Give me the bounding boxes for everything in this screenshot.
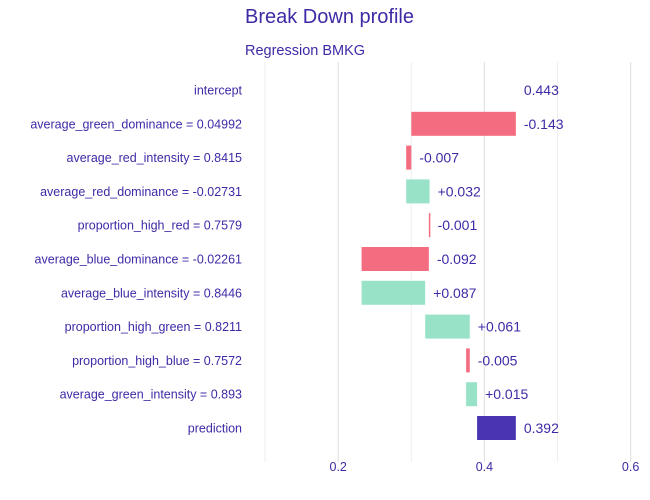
y-tick-label: intercept [194, 84, 242, 98]
bar [428, 213, 431, 238]
bar [425, 314, 470, 339]
bar [466, 382, 478, 407]
y-tick-label: proportion_high_blue = 0.7572 [72, 354, 242, 368]
y-tick-label: proportion_high_red = 0.7579 [78, 219, 242, 233]
data-label: -0.007 [419, 150, 459, 166]
data-label: +0.015 [485, 386, 528, 402]
bar [466, 348, 470, 373]
y-tick-label: proportion_high_green = 0.8211 [65, 320, 242, 334]
y-tick-label: prediction [188, 422, 242, 436]
y-tick-label: average_blue_intensity = 0.8446 [61, 286, 242, 300]
y-tick-label: average_green_intensity = 0.893 [60, 388, 242, 402]
x-tick-label: 0.2 [330, 460, 347, 474]
bar [477, 416, 516, 440]
data-label: -0.001 [438, 217, 478, 233]
y-tick-label: average_red_dominance = -0.02731 [40, 185, 242, 199]
data-label: -0.005 [478, 352, 518, 368]
data-label: 0.443 [524, 82, 559, 98]
data-label: +0.032 [438, 183, 481, 199]
chart-title: Break Down profile [245, 6, 414, 28]
bar [361, 280, 426, 305]
bar [411, 111, 516, 136]
data-label: +0.087 [433, 285, 476, 301]
y-tick-label: average_red_intensity = 0.8415 [67, 151, 243, 165]
data-label: +0.061 [478, 319, 521, 335]
bar [406, 145, 412, 170]
bar [406, 179, 430, 204]
x-tick-label: 0.6 [622, 460, 639, 474]
chart-subtitle: Regression BMKG [245, 43, 366, 59]
data-label: -0.092 [437, 251, 477, 267]
x-tick-label: 0.4 [476, 460, 493, 474]
data-label: 0.392 [524, 420, 559, 436]
bar [361, 247, 429, 271]
y-tick-label: average_blue_dominance = -0.02261 [35, 253, 243, 267]
y-tick-label: average_green_dominance = 0.04992 [30, 117, 242, 131]
data-label: -0.143 [524, 116, 564, 132]
